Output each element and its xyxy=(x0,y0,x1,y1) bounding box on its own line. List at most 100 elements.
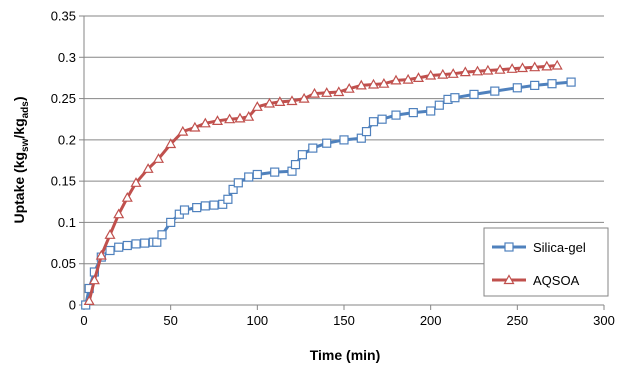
data-point-aqsoa xyxy=(83,295,95,305)
legend-label-aqsoa: AQSOA xyxy=(533,273,580,288)
data-point-aqsoa xyxy=(459,66,471,77)
data-point-silica-gel xyxy=(322,138,332,148)
legend-marker-aqsoa xyxy=(503,274,515,285)
data-point-aqsoa xyxy=(113,208,125,219)
y-axis-title-sub2: ads xyxy=(20,101,31,119)
legend-label-silica-gel: Silica-gel xyxy=(533,240,586,255)
data-point-aqsoa xyxy=(130,177,142,187)
y-tick-label: 0.2 xyxy=(58,132,76,147)
data-point-aqsoa xyxy=(494,63,506,74)
data-point-aqsoa xyxy=(177,125,189,136)
data-point-silica-gel xyxy=(469,89,479,100)
y-tick-label: 0.25 xyxy=(51,91,76,106)
data-point-aqsoa xyxy=(104,229,116,239)
data-point-aqsoa xyxy=(471,65,484,76)
data-point-silica-gel xyxy=(339,135,349,145)
x-axis-title: Time (min) xyxy=(310,347,381,363)
data-point-silica-gel xyxy=(209,200,219,210)
data-point-aqsoa xyxy=(390,74,402,85)
data-point-aqsoa xyxy=(121,191,133,202)
data-point-aqsoa xyxy=(541,60,553,71)
data-point-aqsoa xyxy=(378,77,390,88)
data-point-silica-gel xyxy=(408,107,418,118)
legend-marker-silica-gel xyxy=(504,242,514,252)
data-point-aqsoa xyxy=(437,68,449,79)
data-point-aqsoa xyxy=(333,86,345,97)
data-point-silica-gel xyxy=(131,239,141,249)
legend-box xyxy=(483,227,609,297)
data-point-silica-gel xyxy=(192,203,202,213)
data-point-aqsoa xyxy=(286,95,298,106)
data-point-aqsoa xyxy=(482,64,494,75)
data-point-silica-gel xyxy=(308,143,318,153)
x-tick-label: 0 xyxy=(80,313,87,328)
data-point-silica-gel xyxy=(200,201,210,211)
y-tick-label: 0.15 xyxy=(51,174,76,189)
data-point-silica-gel xyxy=(490,86,500,96)
data-point-aqsoa xyxy=(298,92,310,103)
data-point-aqsoa xyxy=(506,63,518,73)
data-point-aqsoa xyxy=(551,59,563,70)
data-point-silica-gel xyxy=(252,169,262,180)
data-point-silica-gel xyxy=(105,245,115,256)
data-point-silica-gel xyxy=(114,242,124,252)
y-tick-labels: 0 0.05 0.1 0.15 0.2 0.25 0.3 0.35 xyxy=(51,9,76,313)
data-point-aqsoa xyxy=(402,73,414,84)
data-point-silica-gel xyxy=(356,133,366,143)
data-point-aqsoa xyxy=(234,112,246,123)
data-point-aqsoa xyxy=(88,274,100,285)
data-point-silica-gel xyxy=(122,240,132,251)
data-point-aqsoa xyxy=(367,78,380,89)
data-point-silica-gel xyxy=(140,238,150,248)
data-point-silica-gel xyxy=(566,77,576,87)
x-tick-label: 100 xyxy=(246,313,268,328)
data-point-silica-gel xyxy=(361,126,372,137)
y-tick-label: 0.35 xyxy=(51,9,76,24)
data-point-silica-gel xyxy=(547,79,557,89)
data-point-aqsoa xyxy=(224,113,236,124)
data-point-silica-gel xyxy=(223,194,233,204)
data-point-aqsoa xyxy=(425,69,437,80)
data-point-silica-gel xyxy=(297,150,307,160)
data-point-silica-gel xyxy=(228,184,238,194)
y-axis-title: Uptake (kgsw/kgads) xyxy=(11,96,31,223)
y-axis-title-end: ) xyxy=(11,96,27,101)
data-point-aqsoa xyxy=(152,153,165,163)
data-point-silica-gel xyxy=(512,83,522,93)
data-point-silica-gel xyxy=(179,205,190,215)
data-point-silica-gel xyxy=(391,110,401,120)
y-axis-title-mid: /kg xyxy=(11,118,27,138)
data-point-aqsoa xyxy=(308,87,321,98)
series-layer xyxy=(81,59,576,310)
y-axis-title-sub1: sw xyxy=(20,138,31,152)
x-tick-label: 50 xyxy=(163,313,177,328)
data-point-silica-gel xyxy=(270,167,280,177)
data-point-silica-gel xyxy=(290,160,301,170)
data-point-aqsoa xyxy=(355,79,367,90)
data-point-aqsoa xyxy=(142,163,154,173)
data-point-aqsoa xyxy=(412,72,425,82)
data-point-silica-gel xyxy=(233,178,243,188)
data-point-silica-gel xyxy=(450,93,460,103)
x-tick-labels: 0 50 100 150 200 250 300 xyxy=(80,313,614,328)
data-point-silica-gel xyxy=(377,114,387,124)
data-point-aqsoa xyxy=(165,138,177,149)
data-point-aqsoa xyxy=(343,82,355,93)
data-point-aqsoa xyxy=(263,97,276,108)
legend: Silica-gel AQSOA xyxy=(483,227,609,297)
data-point-aqsoa xyxy=(211,115,224,125)
x-tick-label: 300 xyxy=(593,313,615,328)
data-point-aqsoa xyxy=(321,87,333,97)
y-tick-label: 0 xyxy=(69,298,76,313)
x-tick-label: 200 xyxy=(420,313,442,328)
y-tick-label: 0.05 xyxy=(51,256,76,271)
data-point-aqsoa xyxy=(243,110,255,121)
data-point-aqsoa xyxy=(95,249,107,260)
data-point-silica-gel xyxy=(166,217,176,227)
data-point-silica-gel xyxy=(426,106,436,116)
data-point-aqsoa xyxy=(189,121,201,132)
data-point-aqsoa xyxy=(251,101,263,111)
data-point-aqsoa xyxy=(447,68,459,78)
data-point-aqsoa xyxy=(529,61,541,72)
